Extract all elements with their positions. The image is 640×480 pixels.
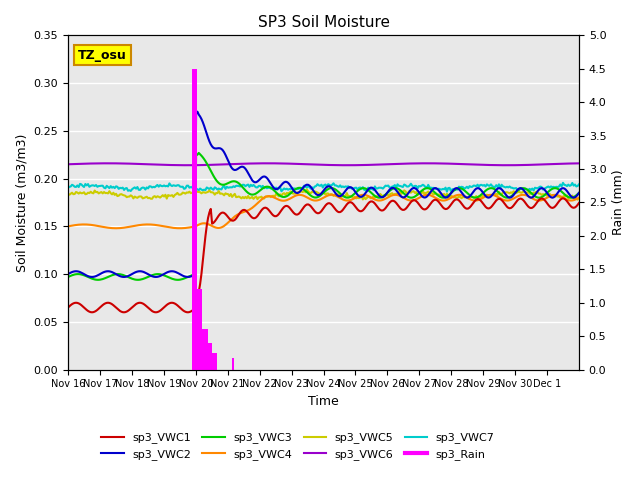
Bar: [203, 329, 205, 370]
Bar: [195, 69, 197, 370]
Bar: [232, 358, 234, 370]
Bar: [210, 343, 212, 370]
Bar: [204, 329, 207, 370]
Bar: [214, 353, 216, 370]
Y-axis label: Soil Moisture (m3/m3): Soil Moisture (m3/m3): [15, 133, 28, 272]
Bar: [202, 329, 204, 370]
Bar: [199, 289, 201, 370]
Bar: [194, 69, 196, 370]
X-axis label: Time: Time: [308, 395, 339, 408]
Bar: [196, 289, 198, 370]
Y-axis label: Rain (mm): Rain (mm): [612, 169, 625, 235]
Bar: [209, 343, 211, 370]
Title: SP3 Soil Moisture: SP3 Soil Moisture: [257, 15, 390, 30]
Bar: [206, 329, 208, 370]
Bar: [212, 353, 214, 370]
Bar: [215, 353, 217, 370]
Text: TZ_osu: TZ_osu: [78, 49, 127, 62]
Bar: [198, 289, 200, 370]
Bar: [200, 289, 202, 370]
Bar: [207, 343, 209, 370]
Legend: sp3_VWC1, sp3_VWC2, sp3_VWC3, sp3_VWC4, sp3_VWC5, sp3_VWC6, sp3_VWC7, sp3_Rain: sp3_VWC1, sp3_VWC2, sp3_VWC3, sp3_VWC4, …: [97, 428, 499, 464]
Bar: [193, 69, 195, 370]
